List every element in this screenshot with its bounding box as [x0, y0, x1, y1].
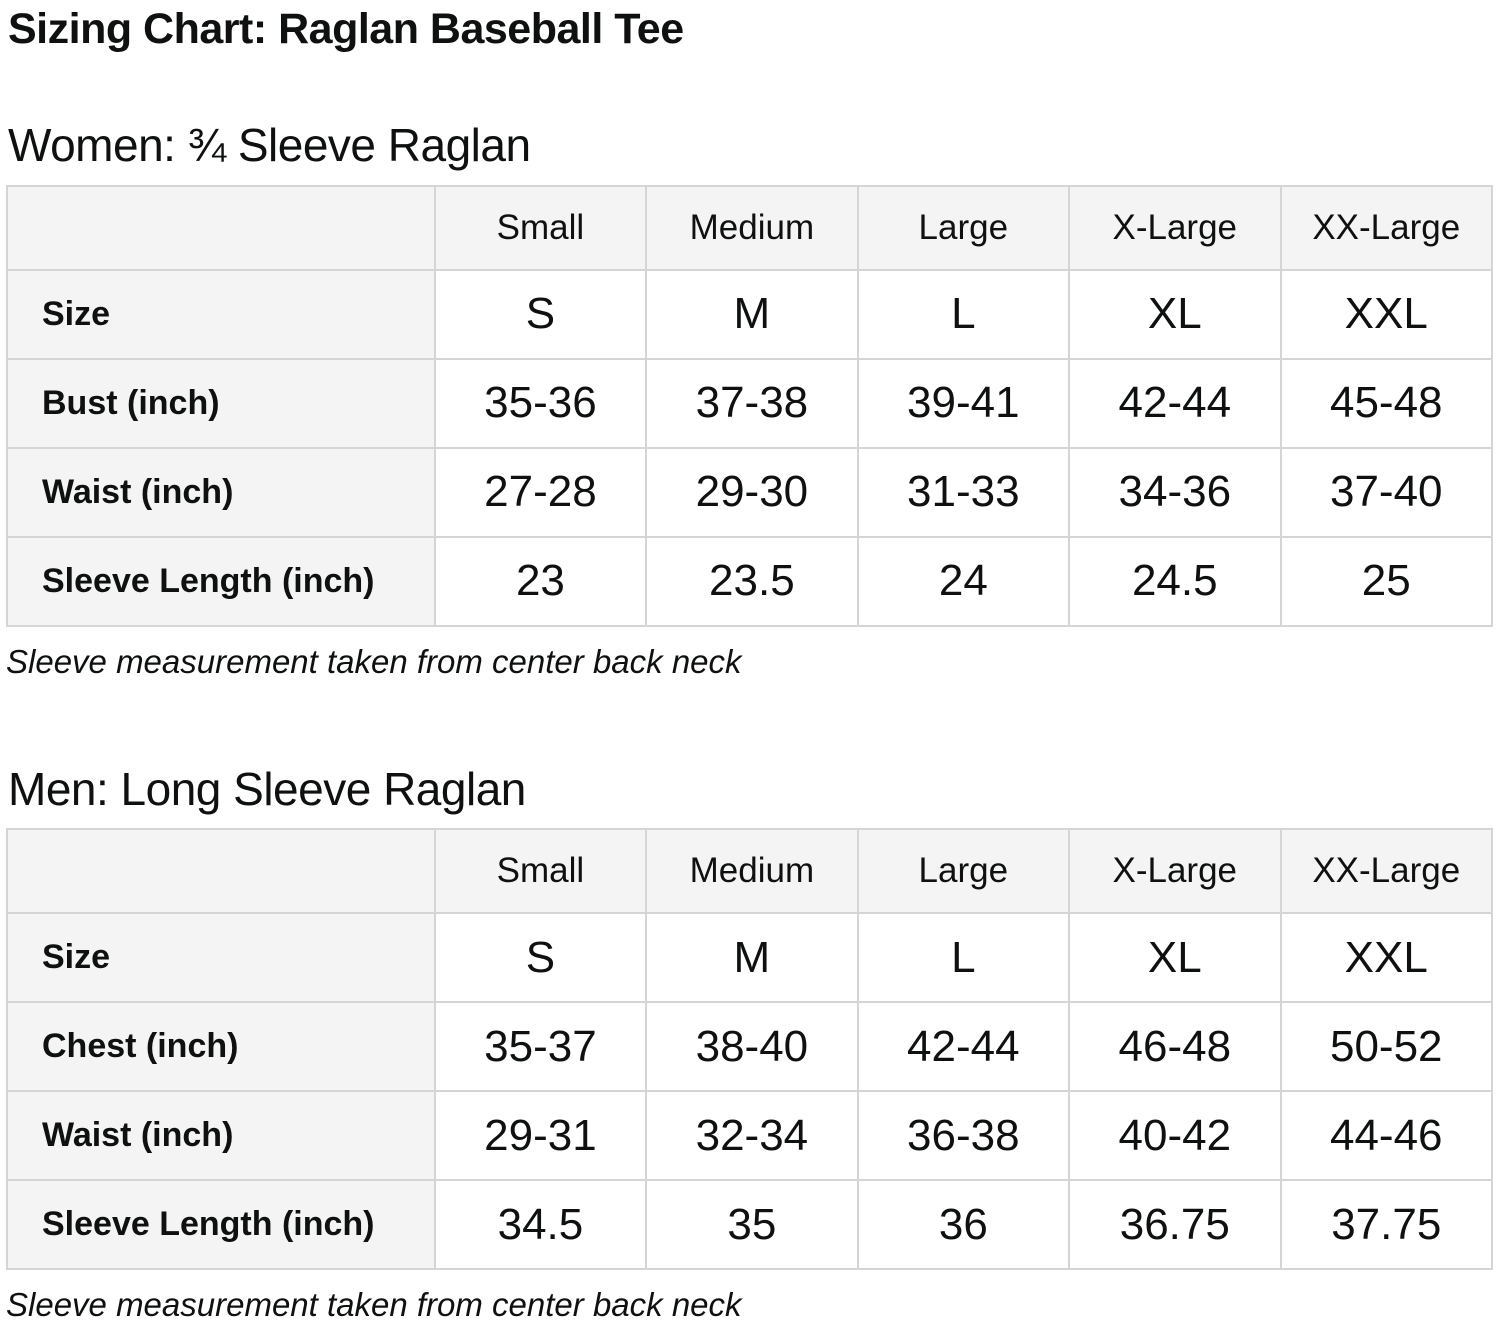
table-row: Size S M L XL XXL — [6, 268, 1493, 360]
data-cell: 45-48 — [1279, 357, 1493, 449]
table-row: Sleeve Length (inch) 34.5 35 36 36.75 37.75 — [6, 1179, 1493, 1271]
page-title: Sizing Chart: Raglan Baseball Tee — [8, 5, 684, 53]
table-row: Bust (inch) 35-36 37-38 39-41 42-44 45-48 — [6, 357, 1493, 449]
data-cell: L — [856, 912, 1071, 1004]
data-cell: 36.75 — [1068, 1179, 1282, 1271]
column-header-medium: Medium — [645, 828, 859, 915]
column-header-large: Large — [856, 184, 1071, 271]
section-women-note: Sleeve measurement taken from center bac… — [6, 642, 742, 680]
section-women: Women: ¾ Sleeve Raglan Small Medium Large X… — [6, 120, 1493, 681]
data-cell: 35-37 — [433, 1001, 648, 1093]
section-women-heading: Women: ¾ Sleeve Raglan — [8, 119, 531, 172]
column-header-x-large: X-Large — [1068, 828, 1282, 915]
table-row: Size S M L XL XXL — [6, 912, 1493, 1004]
data-cell: XL — [1068, 268, 1282, 360]
data-cell: 29-31 — [433, 1090, 648, 1182]
data-cell: 46-48 — [1068, 1001, 1282, 1093]
data-cell: 25 — [1279, 535, 1493, 627]
row-label: Waist (inch) — [6, 446, 436, 538]
data-cell: 29-30 — [645, 446, 859, 538]
data-cell: 44-46 — [1279, 1090, 1493, 1182]
row-label: Size — [6, 912, 436, 1004]
header-row: Small Medium Large X-Large XX-Large — [6, 184, 1493, 271]
data-cell: 42-44 — [1068, 357, 1282, 449]
data-cell: 40-42 — [1068, 1090, 1282, 1182]
data-cell: 34-36 — [1068, 446, 1282, 538]
column-header-large: Large — [856, 828, 1071, 915]
data-cell: 35-36 — [433, 357, 648, 449]
column-header-small: Small — [433, 828, 648, 915]
data-cell: S — [433, 912, 648, 1004]
corner-cell — [6, 828, 436, 915]
data-cell: 24 — [856, 535, 1071, 627]
data-cell: S — [433, 268, 648, 360]
data-cell: 31-33 — [856, 446, 1071, 538]
data-cell: 35 — [645, 1179, 859, 1271]
table-row: Waist (inch) 29-31 32-34 36-38 40-42 44-46 — [6, 1090, 1493, 1182]
column-header-medium: Medium — [645, 184, 859, 271]
section-men: Men: Long Sleeve Raglan Small Medium Large… — [6, 762, 1493, 1325]
section-men-heading: Men: Long Sleeve Raglan — [8, 762, 526, 815]
data-cell: 23.5 — [645, 535, 859, 627]
column-header-x-large: X-Large — [1068, 184, 1282, 271]
data-cell: 36-38 — [856, 1090, 1071, 1182]
data-cell: M — [645, 912, 859, 1004]
table-row: Waist (inch) 27-28 29-30 31-33 34-36 37-40 — [6, 446, 1493, 538]
table-row: Chest (inch) 35-37 38-40 42-44 46-48 50-52 — [6, 1001, 1493, 1093]
data-cell: 34.5 — [433, 1179, 648, 1271]
sizing-table-women: Small Medium Large X-Large XX-Large Size S M L XL… — [6, 184, 1493, 627]
data-cell: 39-41 — [856, 357, 1071, 449]
data-cell: M — [645, 268, 859, 360]
data-cell: XXL — [1279, 268, 1493, 360]
section-men-note: Sleeve measurement taken from center bac… — [6, 1286, 742, 1324]
data-cell: 24.5 — [1068, 535, 1282, 627]
data-cell: 32-34 — [645, 1090, 859, 1182]
data-cell: 37-38 — [645, 357, 859, 449]
data-cell: 27-28 — [433, 446, 648, 538]
row-label: Waist (inch) — [6, 1090, 436, 1182]
column-header-small: Small — [433, 184, 648, 271]
header-row: Small Medium Large X-Large XX-Large — [6, 828, 1493, 915]
data-cell: 38-40 — [645, 1001, 859, 1093]
data-cell: XXL — [1279, 912, 1493, 1004]
row-label: Size — [6, 268, 436, 360]
data-cell: 23 — [433, 535, 648, 627]
sizing-table-men: Small Medium Large X-Large XX-Large Size S M L XL… — [6, 828, 1493, 1271]
data-cell: XL — [1068, 912, 1282, 1004]
data-cell: 36 — [856, 1179, 1071, 1271]
data-cell: 37.75 — [1279, 1179, 1493, 1271]
row-label: Sleeve Length (inch) — [6, 535, 436, 627]
row-label: Bust (inch) — [6, 357, 436, 449]
data-cell: L — [856, 268, 1071, 360]
data-cell: 42-44 — [856, 1001, 1071, 1093]
corner-cell — [6, 184, 436, 271]
table-row: Sleeve Length (inch) 23 23.5 24 24.5 25 — [6, 535, 1493, 627]
row-label: Sleeve Length (inch) — [6, 1179, 436, 1271]
column-header-xx-large: XX-Large — [1279, 828, 1493, 915]
column-header-xx-large: XX-Large — [1279, 184, 1493, 271]
data-cell: 37-40 — [1279, 446, 1493, 538]
row-label: Chest (inch) — [6, 1001, 436, 1093]
data-cell: 50-52 — [1279, 1001, 1493, 1093]
